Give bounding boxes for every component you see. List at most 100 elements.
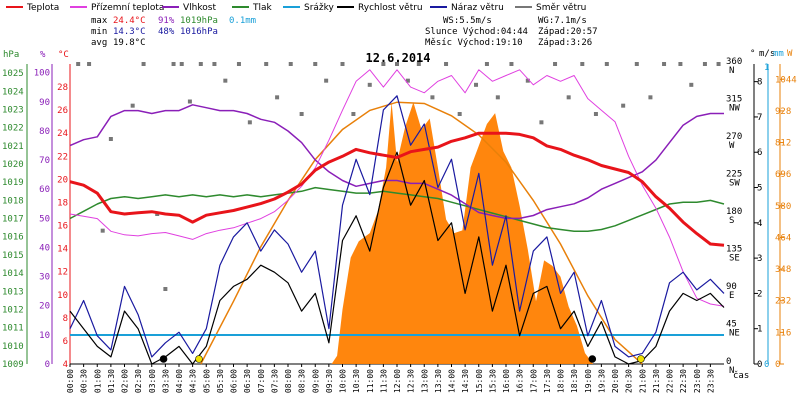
wind-tick-label: 2 (757, 289, 762, 299)
temp-tick-label: 22 (57, 152, 68, 162)
direction-tick-deg: 45 (726, 320, 737, 330)
stat-min-temp: 14.3°C (113, 27, 146, 37)
solar-tick-label: 116 (775, 328, 791, 338)
direction-tick-label: NE (729, 329, 740, 339)
direction-tick-deg: 270 (726, 132, 742, 142)
stat-avg-label: avg (91, 38, 107, 48)
wind-direction-marker (689, 82, 694, 87)
wind-direction-marker (324, 78, 329, 83)
stat-sun: Slunce Východ:04:44 (425, 27, 528, 37)
humidity-tick-label: 60 (39, 185, 50, 195)
temp-tick-label: 26 (57, 106, 68, 116)
wind-tick-label: 7 (757, 113, 762, 123)
axis-title-hpa: hPa (3, 50, 19, 60)
direction-tick-label: SW (729, 179, 740, 189)
stat-max-hum: 91% (158, 16, 175, 26)
x-tick-label: 05:00 (202, 369, 211, 393)
x-tick-label: 02:30 (134, 369, 143, 393)
wind-tick-label: 5 (757, 184, 762, 194)
wind-direction-marker (171, 62, 176, 66)
wind-direction-marker (247, 120, 252, 125)
x-tick-label: 14:30 (461, 369, 470, 393)
wind-direction-marker (525, 78, 530, 83)
moonrise-marker (588, 355, 597, 363)
stat-min-label: min (91, 27, 107, 37)
x-tick-label: 22:30 (679, 369, 688, 393)
x-tick-label: 20:30 (625, 369, 634, 393)
axis-title-mm: mm (773, 49, 784, 59)
wind-tick-label: 0 (757, 360, 762, 370)
temp-tick-label: 24 (57, 129, 68, 139)
wind-direction-marker (351, 112, 356, 116)
wind-direction-marker (580, 62, 585, 66)
solar-tick-label: 0 (775, 360, 780, 370)
wind-gust-line (69, 95, 725, 358)
wind-direction-marker (187, 99, 192, 104)
legend-label: Srážky (304, 3, 335, 13)
wind-speed-line (69, 151, 725, 365)
wind-direction-marker (87, 62, 92, 66)
wind-direction-marker (179, 62, 184, 66)
x-tick-label: 21:00 (638, 369, 647, 393)
stat-min-hum: 48% (158, 27, 175, 37)
legend-label: Teplota (26, 3, 59, 13)
wind-tick-label: 6 (757, 148, 762, 158)
x-tick-label: 15:30 (488, 369, 497, 393)
x-tick-label: 11:00 (366, 369, 375, 393)
solar-tick-label: 1044 (775, 75, 797, 85)
pressure-tick-label: 1014 (2, 269, 24, 279)
wind-direction-marker (275, 95, 280, 100)
x-tick-label: 07:30 (270, 369, 279, 393)
direction-tick-label: NW (729, 104, 740, 114)
wind-direction-marker (634, 62, 639, 66)
wind-direction-marker (198, 62, 203, 66)
stat-sunset: Západ:20:57 (538, 27, 598, 37)
humidity-tick-label: 40 (39, 243, 50, 253)
direction-tick-deg: 225 (726, 170, 742, 180)
max-solar-radiation-line (200, 101, 643, 365)
x-tick-label: 03:00 (148, 369, 157, 393)
x-tick-label: 23:00 (693, 369, 702, 393)
direction-tick-label: N (729, 366, 734, 376)
wind-direction-marker (444, 62, 449, 66)
x-tick-label: 04:00 (175, 369, 184, 393)
x-tick-label: 22:00 (666, 369, 675, 393)
x-tick-label: 13:00 (420, 369, 429, 393)
axis-title-time: čas (733, 370, 749, 381)
legend-label: Směr větru (536, 3, 586, 13)
pressure-tick-label: 1023 (2, 105, 24, 115)
stats-block: max 24.4°C 91% 1019hPa 0.1mm min 14.3°C … (91, 16, 598, 48)
direction-tick-label: W (729, 141, 735, 151)
solar-radiation-area (200, 102, 725, 364)
wind-direction-marker (163, 287, 168, 291)
x-tick-label: 01:00 (93, 369, 102, 393)
legend-label: Náraz větru (451, 3, 504, 13)
temp-tick-label: 12 (57, 268, 68, 278)
legend-label: Přízemní teplota (91, 3, 164, 13)
wind-direction-marker (108, 137, 113, 141)
solar-tick-label: 348 (775, 265, 791, 275)
x-tick-label: 00:00 (66, 369, 75, 393)
stat-moon: Měsíc Východ:19:10 (425, 38, 523, 48)
axis-title-ms: m/s (759, 49, 775, 59)
direction-tick-label: SE (729, 254, 740, 264)
x-tick-label: 06:30 (243, 369, 252, 393)
wind-direction-marker (430, 95, 435, 100)
temp-tick-label: 10 (57, 291, 68, 301)
temperature-line (69, 131, 725, 247)
x-tick-label: 16:30 (516, 369, 525, 393)
wind-direction-marker (141, 62, 146, 66)
temp-tick-label: 8 (63, 314, 68, 324)
solar-tick-label: 812 (775, 139, 791, 149)
stat-avg-temp: 19.8°C (113, 38, 146, 48)
pressure-tick-label: 1024 (2, 87, 24, 97)
wind-direction-marker (367, 82, 372, 87)
chart-title: 12.6.2014 (365, 51, 430, 65)
humidity-tick-label: 50 (39, 214, 50, 224)
wind-tick-label: 8 (757, 78, 762, 88)
wind-tick-label: 4 (757, 219, 762, 229)
direction-tick-label: E (729, 291, 734, 301)
direction-tick-deg: 0 (726, 357, 731, 367)
pressure-tick-label: 1017 (2, 215, 24, 225)
